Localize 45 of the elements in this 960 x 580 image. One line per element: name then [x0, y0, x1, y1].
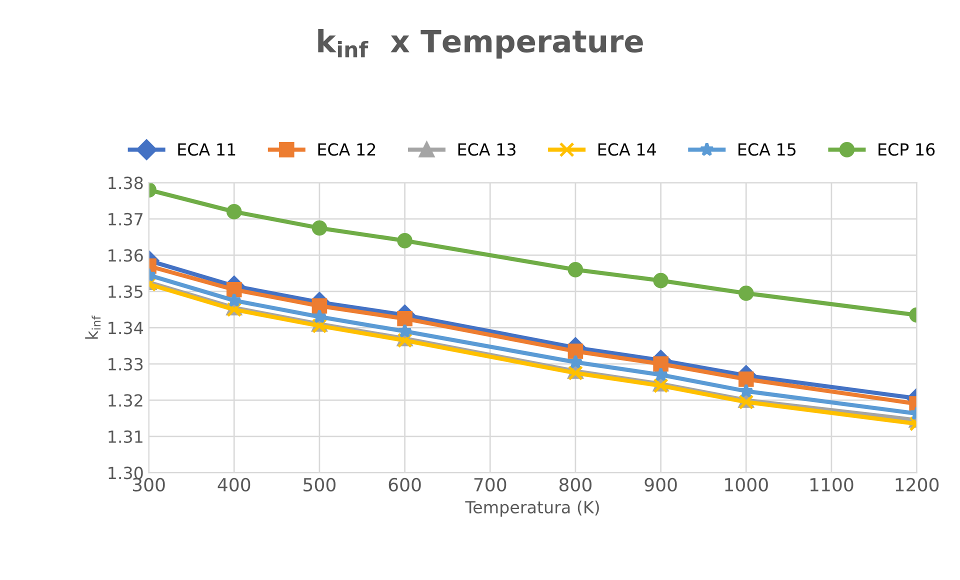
- point: [568, 354, 583, 369]
- point: [738, 383, 754, 398]
- x-tick-label: 700: [474, 478, 506, 492]
- y-tick-label: 1.31: [108, 430, 142, 444]
- y-tick-label: 1.36: [108, 249, 143, 262]
- chart-title: k$_{inf}$ x Temperature: [318, 29, 643, 59]
- point: [226, 282, 242, 298]
- point: [568, 344, 584, 359]
- legend-label: ECP 16: [878, 143, 935, 156]
- point: [226, 204, 242, 220]
- y-tick-label: 1.35: [108, 285, 142, 298]
- y-tick-label: 1.32: [108, 394, 142, 407]
- x-tick-label: 800: [559, 478, 592, 492]
- legend-label: ECA 14: [598, 143, 656, 156]
- x-tick-label: 1200: [896, 478, 939, 492]
- y-tick-label: 1.34: [108, 322, 144, 334]
- point: [397, 324, 412, 338]
- point: [653, 356, 668, 372]
- point: [653, 367, 668, 382]
- y-tick-label: 1.37: [108, 212, 143, 226]
- y-axis-title: k$_{inf}$: [85, 316, 101, 339]
- y-tick-label: 1.33: [108, 358, 143, 371]
- x-axis-title: Temperatura (K): [465, 500, 599, 517]
- point: [397, 233, 412, 248]
- legend-label: ECA 15: [738, 143, 796, 156]
- point: [738, 372, 754, 387]
- x-tick-label: 1100: [810, 478, 854, 492]
- x-tick-label: 1000: [725, 478, 768, 492]
- legend-label: ECA 13: [458, 143, 516, 156]
- x-tick-label: 900: [644, 478, 677, 492]
- point: [397, 311, 412, 326]
- x-tick-label: 600: [388, 478, 421, 492]
- legend-label: ECA 12: [318, 143, 376, 156]
- y-tick-label: 1.30: [108, 466, 143, 480]
- x-tick-label: 400: [218, 478, 250, 492]
- legend-label: ECA 11: [178, 143, 236, 156]
- point: [568, 262, 584, 278]
- point: [312, 309, 327, 324]
- point: [312, 220, 328, 236]
- y-tick-label: 1.38: [108, 176, 143, 190]
- point: [738, 286, 754, 301]
- x-tick-label: 500: [304, 478, 336, 492]
- point: [653, 272, 668, 288]
- point: [312, 298, 328, 314]
- x-tick-label: 300: [132, 478, 165, 492]
